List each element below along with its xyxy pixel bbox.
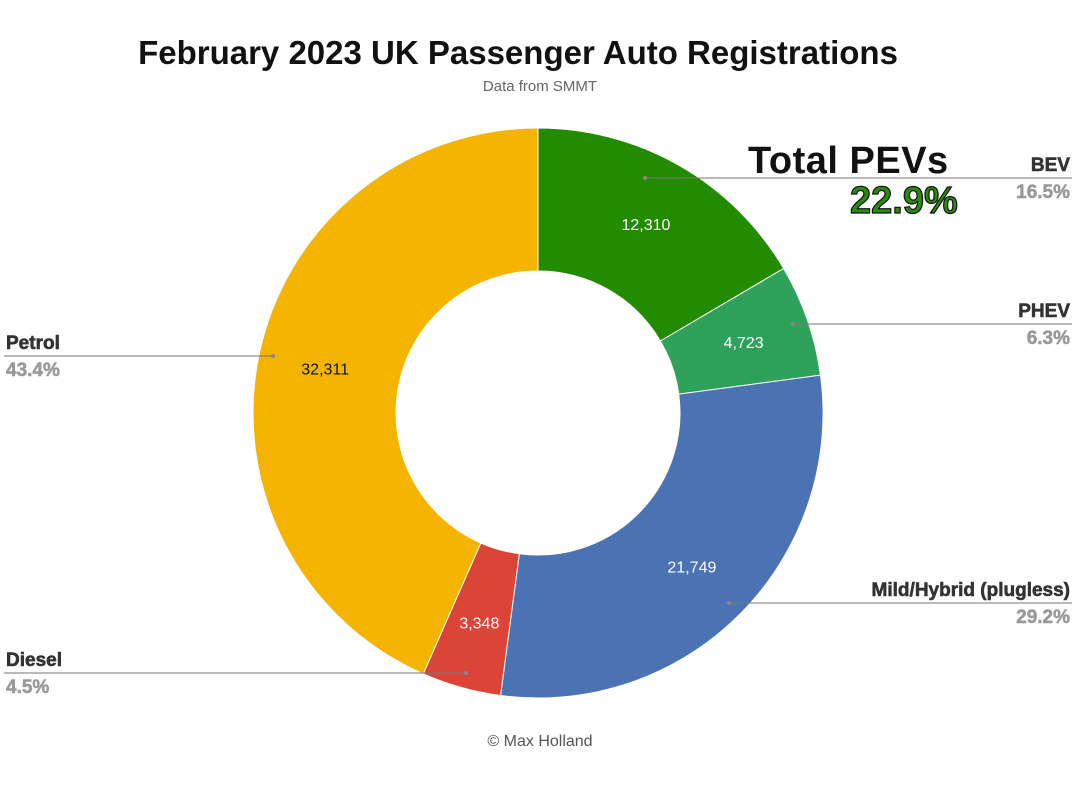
total-pevs-value: 22.9% [849,179,958,222]
chart-title: February 2023 UK Passenger Auto Registra… [138,34,898,71]
slice-bev [537,127,785,342]
percent-label-petrol: 43.4% [6,360,60,381]
percent-label-phev: 6.3% [1027,328,1070,349]
total-pevs-title: Total PEVs [748,140,949,182]
value-label-diesel: 3,348 [459,615,499,632]
callout-dot-mild-hybrid-plugless [727,601,731,605]
chart-subtitle: Data from SMMT [482,78,598,95]
legend-label-mild-hybrid-plugless: Mild/Hybrid (plugless) [872,580,1070,601]
value-labels-group: 12,310 4,723 21,749 3,348 32,311 [301,217,763,632]
value-label-petrol: 32,311 [301,361,349,378]
legend-label-bev: BEV [1031,155,1070,176]
callouts-group: BEV 16.5% PHEV 6.3% Mild/Hybrid (plugless) 29… [4,155,1072,698]
slice-mild-hybrid-plugless [499,374,824,699]
value-label-bev: 12,310 [622,217,671,234]
callout-dot-phev [791,322,795,326]
value-label-phev: 4,723 [724,335,764,352]
callout-dot-diesel [464,671,468,675]
percent-label-diesel: 4.5% [6,677,49,698]
legend-label-diesel: Diesel [6,650,62,671]
percent-label-mild-hybrid-plugless: 29.2% [1016,607,1070,628]
value-label-mild-hybrid-plugless: 21,749 [667,560,716,577]
legend-label-petrol: Petrol [6,333,60,354]
percent-label-bev: 16.5% [1016,182,1070,203]
legend-label-phev: PHEV [1018,301,1070,322]
slice-petrol [252,127,539,675]
slices-group [252,127,824,699]
callout-dot-petrol [271,354,275,358]
callout-dot-bev [643,176,647,180]
copyright-footer: © Max Holland [487,733,593,750]
